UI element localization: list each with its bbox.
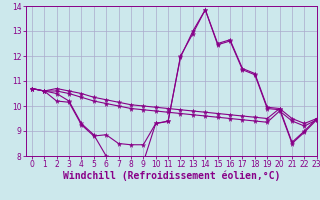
X-axis label: Windchill (Refroidissement éolien,°C): Windchill (Refroidissement éolien,°C): [62, 171, 280, 181]
